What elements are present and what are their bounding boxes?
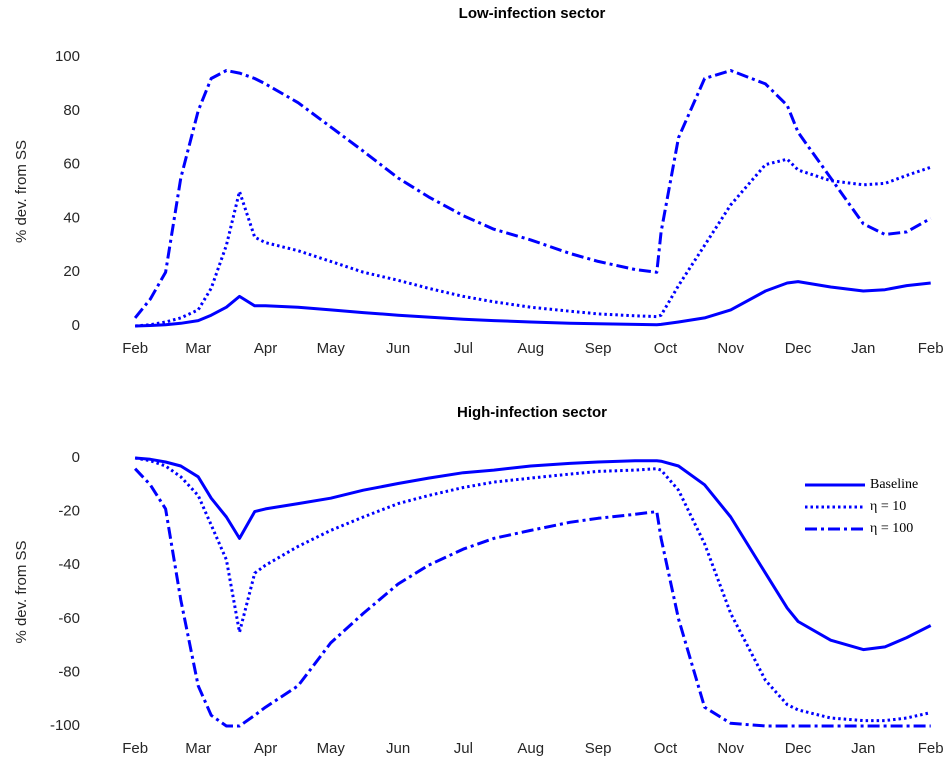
- x-tick-label: Jun: [386, 740, 410, 757]
- x-tick-label: Oct: [654, 340, 678, 357]
- x-tick-label: Sep: [585, 740, 612, 757]
- x-tick-label: Feb: [918, 740, 944, 757]
- x-tick-label: Nov: [717, 340, 744, 357]
- y-tick-label: 40: [63, 209, 80, 226]
- chart-title: Low-infection sector: [459, 5, 606, 22]
- x-tick-label: May: [317, 740, 346, 757]
- x-tick-label: Feb: [918, 340, 944, 357]
- x-tick-label: Jul: [454, 740, 473, 757]
- x-tick-label: Jan: [851, 340, 875, 357]
- series-line: [134, 467, 931, 728]
- y-tick-label: 20: [63, 263, 80, 280]
- x-tick-label: Jan: [851, 740, 875, 757]
- x-tick-label: Dec: [785, 340, 812, 357]
- y-tick-label: -60: [58, 610, 80, 627]
- x-tick-label: Jun: [386, 340, 410, 357]
- x-tick-label: Nov: [717, 740, 744, 757]
- series-line: [134, 456, 932, 652]
- legend-label: Baseline: [870, 477, 918, 492]
- y-tick-label: 60: [63, 156, 80, 173]
- x-tick-label: Mar: [185, 340, 211, 357]
- y-tick-label: -80: [58, 663, 80, 680]
- y-tick-label: -100: [50, 717, 80, 734]
- x-tick-label: Mar: [185, 740, 211, 757]
- x-tick-label: Apr: [254, 740, 277, 757]
- series-line: [134, 157, 932, 328]
- x-tick-label: Oct: [654, 740, 678, 757]
- x-tick-label: May: [317, 340, 346, 357]
- x-tick-label: Sep: [585, 340, 612, 357]
- series-line: [135, 280, 931, 328]
- series-line: [133, 69, 932, 319]
- series-line: [134, 456, 932, 723]
- y-tick-label: -40: [58, 556, 80, 573]
- y-tick-label: 100: [55, 48, 80, 65]
- legend-label: η = 100: [870, 521, 913, 536]
- x-tick-label: Jul: [454, 340, 473, 357]
- y-tick-label: 0: [72, 449, 80, 466]
- x-tick-label: Feb: [122, 740, 148, 757]
- x-tick-label: Apr: [254, 340, 277, 357]
- y-tick-label: -20: [58, 503, 80, 520]
- x-tick-label: Feb: [122, 340, 148, 357]
- chart-title: High-infection sector: [457, 404, 607, 421]
- x-tick-label: Aug: [517, 340, 544, 357]
- y-axis-label: % dev. from SS: [13, 140, 30, 243]
- y-axis-label: % dev. from SS: [13, 540, 30, 643]
- x-tick-label: Dec: [785, 740, 812, 757]
- y-tick-label: 0: [72, 317, 80, 334]
- y-tick-label: 80: [63, 102, 80, 119]
- x-tick-label: Aug: [517, 740, 544, 757]
- legend-label: η = 10: [870, 499, 906, 514]
